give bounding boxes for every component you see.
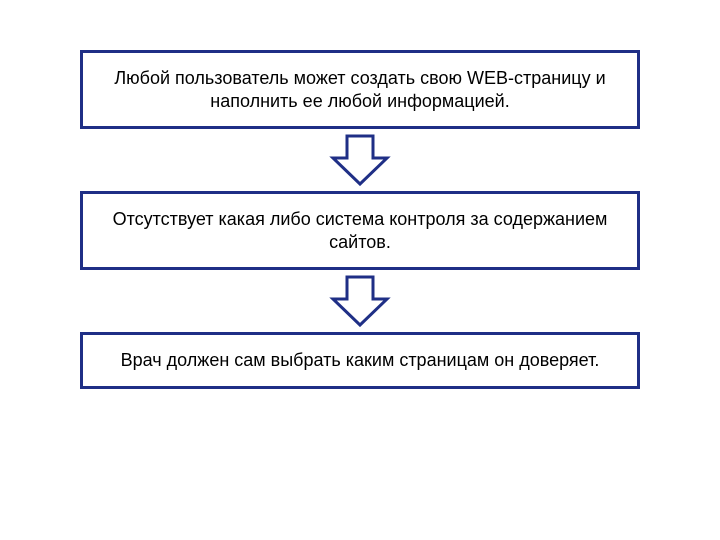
flow-box-3: Врач должен сам выбрать каким страницам … <box>80 332 640 389</box>
down-arrow-icon <box>325 273 395 329</box>
flow-box-3-text: Врач должен сам выбрать каким страницам … <box>121 349 600 372</box>
flow-box-1: Любой пользователь может создать свою WE… <box>80 50 640 129</box>
flow-box-2: Отсутствует какая либо система контроля … <box>80 191 640 270</box>
flow-box-2-text: Отсутствует какая либо система контроля … <box>103 208 617 253</box>
flowchart: Любой пользователь может создать свою WE… <box>80 50 640 389</box>
flow-arrow-1 <box>325 129 395 191</box>
down-arrow-icon <box>325 132 395 188</box>
flow-arrow-2 <box>325 270 395 332</box>
flow-box-1-text: Любой пользователь может создать свою WE… <box>103 67 617 112</box>
